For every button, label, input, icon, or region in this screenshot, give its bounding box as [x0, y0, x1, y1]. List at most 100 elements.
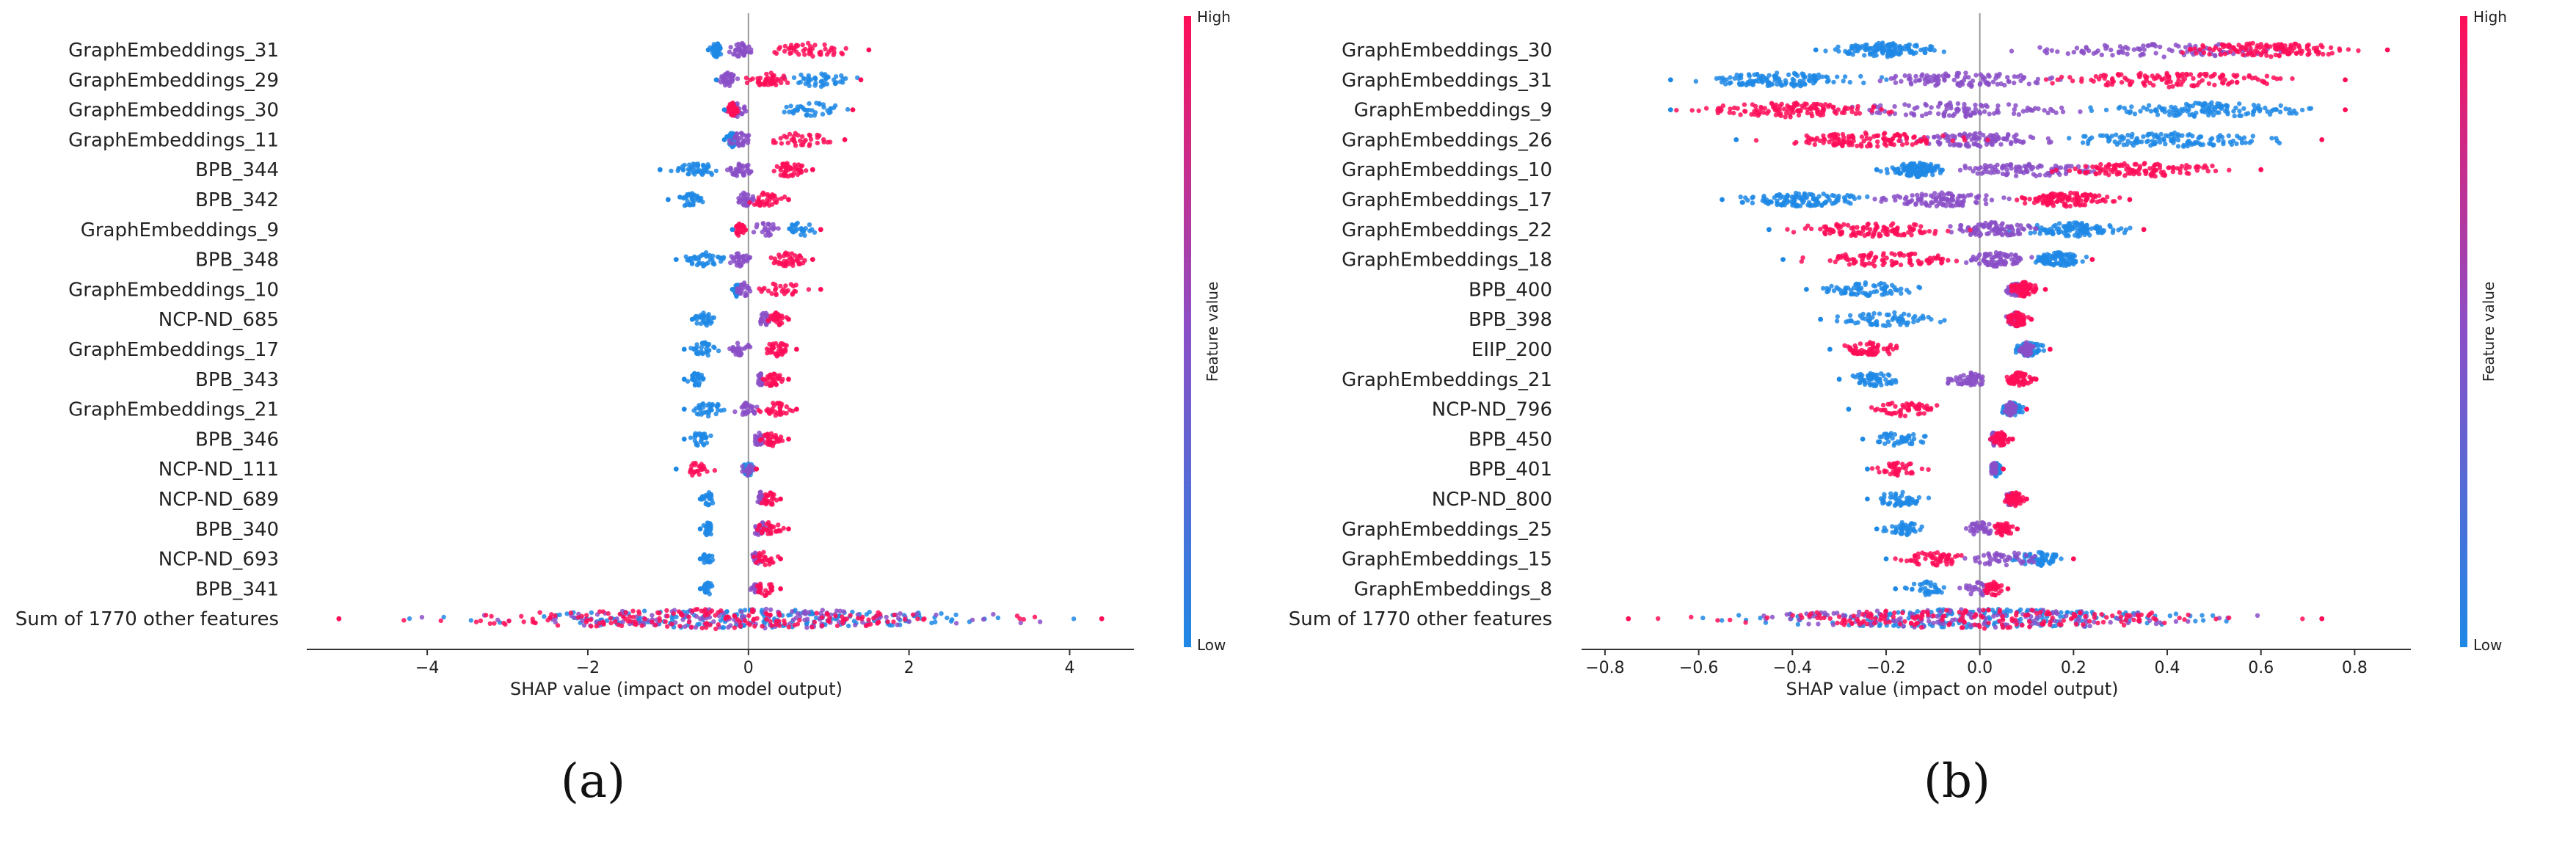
shap-point — [1791, 78, 1796, 82]
shap-point — [1988, 164, 1993, 168]
shap-point — [492, 621, 496, 625]
shap-point — [2232, 73, 2236, 77]
shap-point — [2031, 172, 2036, 176]
shap-point — [2158, 166, 2162, 170]
feature-label: GraphEmbeddings_10 — [68, 279, 279, 301]
shap-point — [2144, 170, 2148, 174]
shap-point — [1973, 103, 1977, 107]
shap-point — [2141, 80, 2145, 84]
feature-row: GraphEmbeddings_18 — [1342, 249, 2095, 272]
shap-point — [1704, 106, 1709, 110]
shap-point — [650, 613, 654, 617]
shap-point — [1772, 195, 1777, 200]
shap-point — [1899, 79, 1903, 84]
shap-point — [716, 349, 721, 353]
shap-point — [1929, 105, 1933, 109]
shap-point — [2242, 135, 2246, 139]
shap-point — [756, 408, 760, 412]
feature-row: GraphEmbeddings_10 — [68, 279, 823, 301]
shap-point — [2072, 191, 2076, 195]
shap-point — [769, 409, 774, 414]
shap-point — [757, 590, 761, 594]
shap-point — [2053, 168, 2058, 172]
shap-point — [1885, 167, 1889, 172]
shap-point — [732, 255, 737, 260]
shap-point — [1913, 222, 1918, 227]
shap-point — [1910, 142, 1915, 147]
shap-point — [1982, 170, 1986, 174]
shap-point — [1913, 74, 1918, 79]
shap-point — [2078, 170, 2082, 174]
shap-point — [1984, 193, 1988, 197]
shap-point — [807, 610, 811, 614]
shap-point — [768, 613, 772, 617]
shap-point — [1983, 197, 1987, 202]
shap-point — [698, 586, 703, 591]
shap-point — [768, 559, 772, 564]
shap-point — [1740, 200, 1744, 205]
shap-point — [1724, 77, 1728, 81]
shap-point — [664, 608, 669, 613]
shap-point — [1951, 114, 1955, 118]
shap-point — [2014, 164, 2018, 169]
shap-point — [1996, 260, 2001, 264]
shap-point — [2213, 45, 2218, 50]
shap-point — [1863, 131, 1868, 135]
shap-point — [700, 341, 705, 346]
shap-point — [828, 110, 832, 114]
shap-point — [752, 555, 756, 559]
shap-point — [778, 497, 783, 502]
shap-point — [677, 624, 682, 628]
shap-point — [2100, 53, 2104, 57]
shap-point — [713, 627, 718, 631]
shap-point — [752, 230, 756, 234]
shap-point — [2180, 134, 2184, 138]
shap-point — [1813, 138, 1818, 142]
shap-point — [820, 615, 824, 619]
shap-point — [2319, 137, 2324, 142]
shap-point — [833, 81, 837, 86]
shap-point — [1976, 167, 1981, 171]
shap-point — [773, 288, 777, 292]
shap-point — [1033, 615, 1037, 619]
shap-point — [2180, 164, 2184, 168]
shap-point — [738, 47, 742, 51]
shap-point — [1978, 111, 1982, 115]
shap-point — [401, 618, 406, 622]
shap-point — [2026, 223, 2031, 227]
shap-point — [1789, 108, 1794, 112]
shap-point — [2307, 106, 2311, 111]
shap-point — [1891, 221, 1895, 225]
shap-point — [1880, 42, 1884, 46]
shap-point — [798, 80, 803, 84]
shap-point — [1830, 201, 1835, 205]
shap-point — [747, 403, 752, 407]
shap-point — [1668, 77, 1673, 82]
shap-point — [1954, 107, 1959, 112]
shap-point — [1982, 109, 1987, 114]
shap-point — [741, 48, 746, 52]
shap-point — [1987, 112, 1992, 116]
feature-label: NCP-ND_111 — [159, 459, 279, 481]
shap-point — [2158, 140, 2162, 145]
shap-point — [1973, 73, 1978, 77]
shap-point — [2038, 231, 2042, 236]
shap-point — [707, 522, 712, 526]
shap-point — [776, 252, 781, 257]
shap-point — [2092, 51, 2096, 56]
shap-point — [2144, 76, 2148, 81]
shap-point — [1964, 260, 1968, 265]
shap-point — [859, 77, 864, 82]
shap-point — [751, 194, 755, 199]
shap-point — [1728, 80, 1733, 84]
shap-point — [2279, 103, 2283, 108]
shap-point — [705, 584, 710, 589]
shap-point — [2088, 192, 2092, 197]
shap-point — [2197, 141, 2202, 145]
shap-point — [1892, 104, 1896, 109]
shap-point — [718, 80, 723, 84]
shap-point — [1882, 225, 1887, 230]
feature-row: GraphEmbeddings_9 — [1354, 100, 2348, 122]
shap-point — [782, 49, 787, 54]
